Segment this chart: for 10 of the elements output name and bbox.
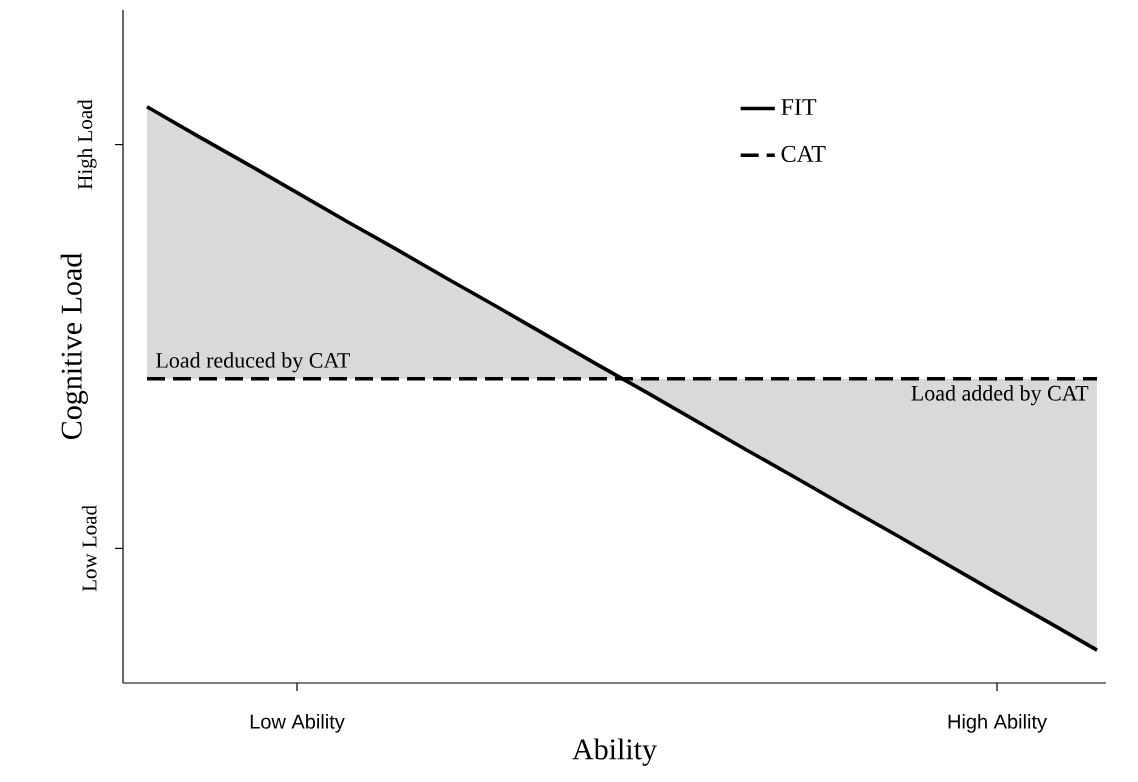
x-tick-label: High Ability <box>948 714 1047 733</box>
text: High Load <box>77 99 97 190</box>
x-tick-label: Low Ability <box>250 714 345 733</box>
legend-label: CAT <box>781 145 826 162</box>
text: Low Load <box>81 505 97 592</box>
x-axis-title: Ability <box>572 738 657 766</box>
y-axis-title: Cognitive Load <box>60 253 88 440</box>
annotation: Load reduced by CAT <box>156 352 350 373</box>
annotation: Load added by CAT <box>911 385 1089 406</box>
legend-label: FIT <box>781 99 817 115</box>
